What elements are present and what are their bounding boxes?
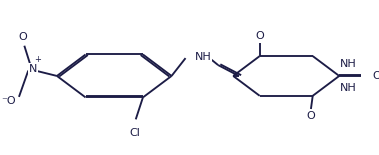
Text: NH: NH: [340, 59, 356, 69]
Text: NH: NH: [340, 83, 356, 93]
Text: O: O: [307, 111, 315, 121]
Text: O: O: [19, 32, 27, 42]
Text: +: +: [34, 55, 41, 64]
Text: O: O: [255, 31, 264, 41]
Text: ⁻O: ⁻O: [1, 96, 16, 106]
Text: NH: NH: [194, 52, 211, 62]
Text: Cl: Cl: [130, 128, 141, 138]
Text: N: N: [29, 64, 37, 74]
Text: O: O: [372, 71, 379, 81]
